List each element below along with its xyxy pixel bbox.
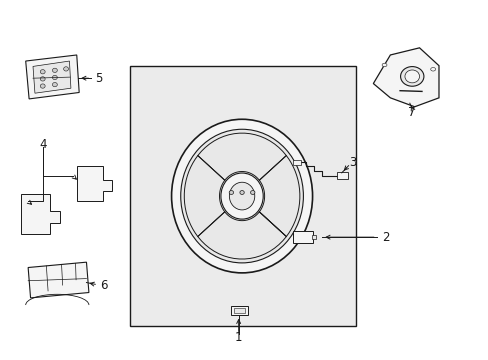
Ellipse shape <box>52 75 57 80</box>
Text: 6: 6 <box>100 279 107 292</box>
Text: 3: 3 <box>348 156 355 168</box>
Text: 5: 5 <box>95 72 102 85</box>
Polygon shape <box>372 48 438 107</box>
Bar <box>292 159 300 165</box>
Ellipse shape <box>40 69 45 74</box>
Ellipse shape <box>229 190 233 194</box>
Ellipse shape <box>404 70 419 83</box>
Ellipse shape <box>63 67 68 71</box>
Bar <box>234 308 244 312</box>
Ellipse shape <box>400 67 423 86</box>
Ellipse shape <box>229 182 254 210</box>
Ellipse shape <box>171 119 312 273</box>
Polygon shape <box>33 61 71 93</box>
Ellipse shape <box>250 190 254 194</box>
Ellipse shape <box>40 84 45 88</box>
Ellipse shape <box>221 173 263 219</box>
Text: 4: 4 <box>39 138 46 151</box>
Text: 7: 7 <box>407 105 415 119</box>
Ellipse shape <box>52 82 57 87</box>
Bar <box>230 306 248 315</box>
Polygon shape <box>197 133 286 180</box>
Ellipse shape <box>381 63 386 67</box>
Bar <box>292 231 312 243</box>
Text: 1: 1 <box>234 332 242 345</box>
Bar <box>130 66 356 327</box>
Polygon shape <box>197 212 286 259</box>
Polygon shape <box>26 55 79 99</box>
Bar <box>311 235 316 239</box>
Polygon shape <box>184 156 224 237</box>
Ellipse shape <box>52 68 57 72</box>
Ellipse shape <box>240 190 244 194</box>
Bar <box>336 172 347 179</box>
Ellipse shape <box>40 77 45 81</box>
Polygon shape <box>259 156 299 237</box>
Ellipse shape <box>181 129 303 263</box>
Polygon shape <box>21 194 60 234</box>
Polygon shape <box>77 166 112 202</box>
Text: 2: 2 <box>381 231 388 244</box>
Polygon shape <box>28 262 89 298</box>
Ellipse shape <box>430 67 435 71</box>
